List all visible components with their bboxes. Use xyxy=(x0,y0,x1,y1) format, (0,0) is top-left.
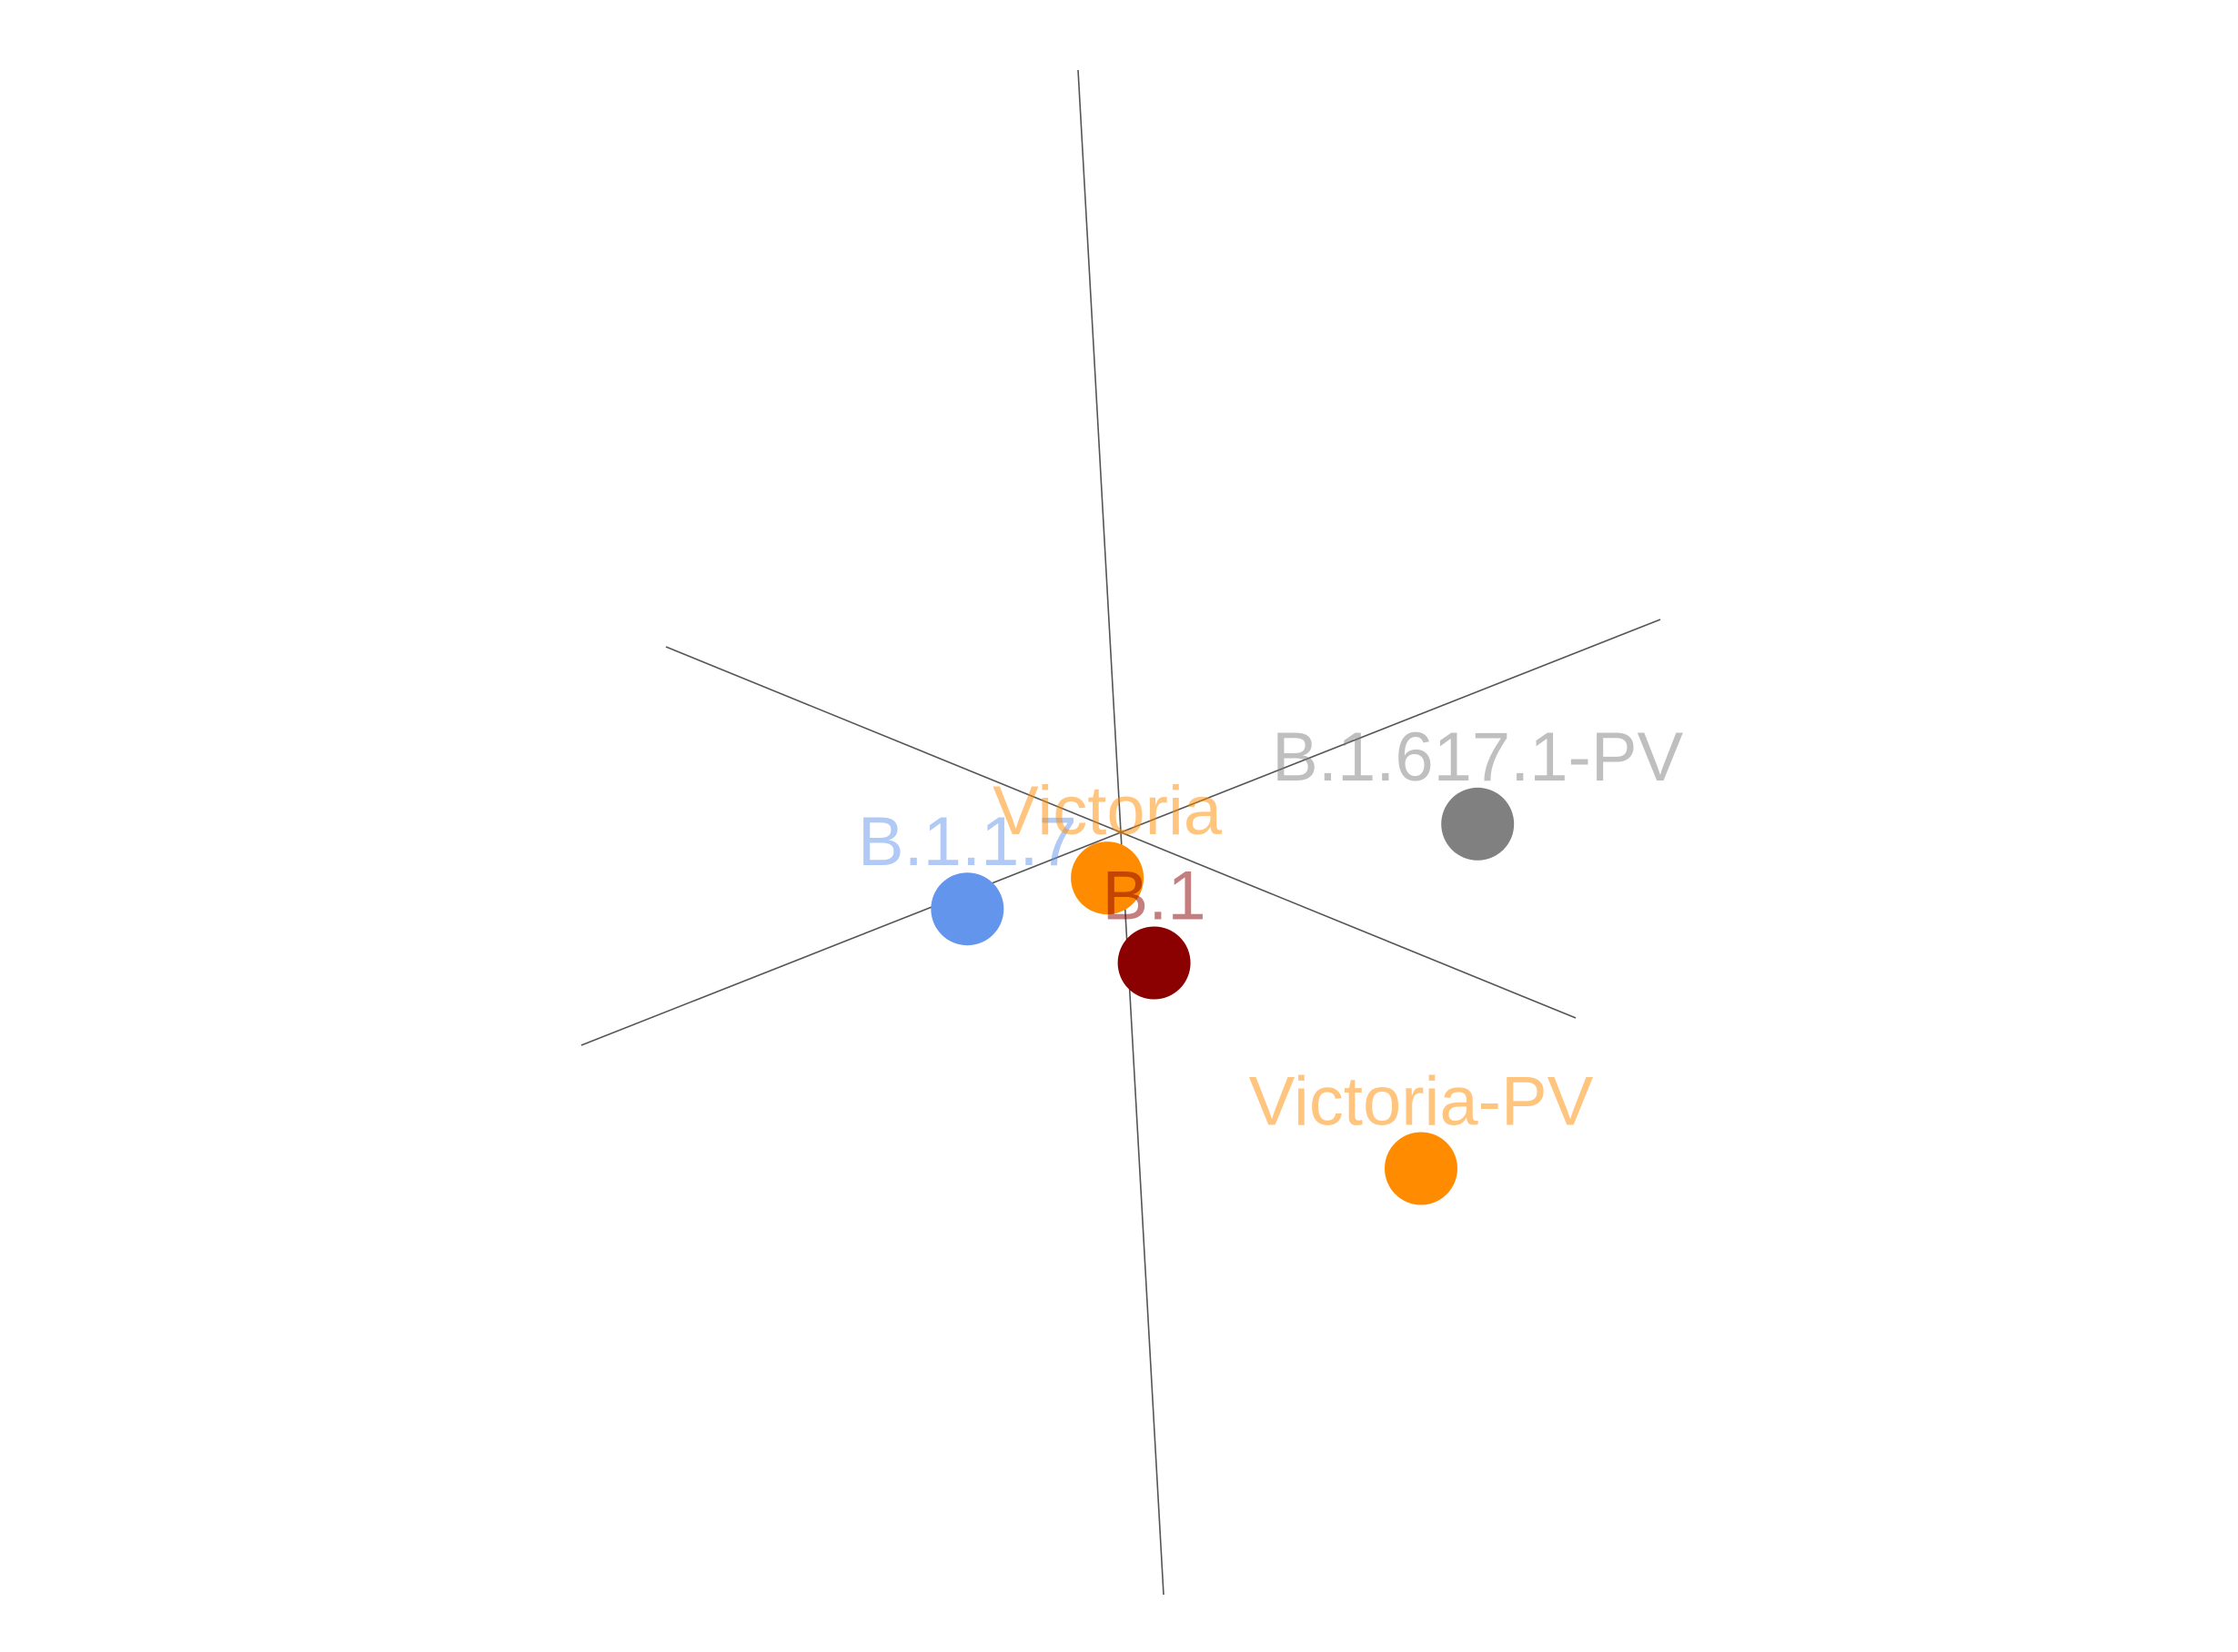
point-victoria xyxy=(1071,841,1144,915)
point-label-victoria: Victoria xyxy=(993,772,1223,850)
axes-layer xyxy=(580,69,1661,1596)
point-label-b-1-1-7: B.1.1.7 xyxy=(858,803,1077,881)
point-label-victoria-pv: Victoria-PV xyxy=(1249,1063,1594,1141)
labels-layer: B.1.351B.1.617.2B.1.1.7VictoriaB.1B.1.61… xyxy=(858,719,1684,1141)
point-label-b-1-617-1-pv: B.1.617.1-PV xyxy=(1272,719,1683,796)
point-label-b-1: B.1 xyxy=(1103,858,1206,935)
point-b-1 xyxy=(1117,926,1191,1000)
point-victoria-pv xyxy=(1385,1132,1457,1205)
axis-3-line xyxy=(1077,69,1164,1596)
points-layer xyxy=(931,787,1515,1205)
point-b-1-1-7 xyxy=(931,872,1004,946)
point-b-1-617-1-pv xyxy=(1441,787,1515,861)
